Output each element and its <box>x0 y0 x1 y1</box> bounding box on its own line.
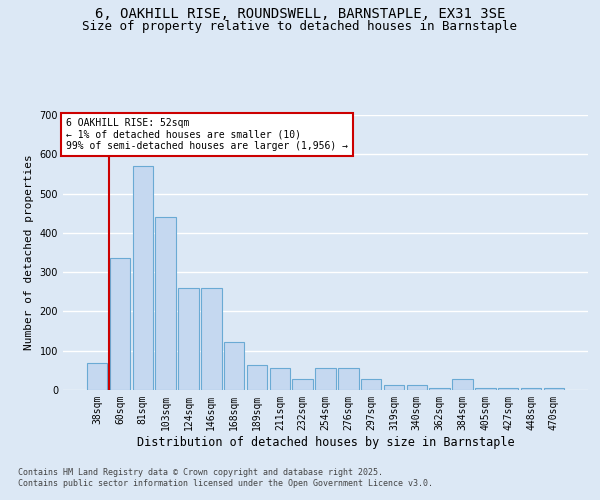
Bar <box>224 342 244 390</box>
Bar <box>133 166 153 390</box>
Y-axis label: Number of detached properties: Number of detached properties <box>24 154 34 350</box>
Text: Size of property relative to detached houses in Barnstaple: Size of property relative to detached ho… <box>83 20 517 33</box>
Bar <box>178 288 199 390</box>
Bar <box>269 368 290 390</box>
Bar <box>155 217 176 390</box>
Bar <box>430 388 450 390</box>
Bar <box>292 379 313 390</box>
Bar <box>201 288 221 390</box>
Bar <box>338 368 359 390</box>
Bar <box>407 384 427 390</box>
Text: Contains HM Land Registry data © Crown copyright and database right 2025.
Contai: Contains HM Land Registry data © Crown c… <box>18 468 433 487</box>
Bar <box>475 388 496 390</box>
Bar <box>87 362 107 390</box>
Text: 6 OAKHILL RISE: 52sqm
← 1% of detached houses are smaller (10)
99% of semi-detac: 6 OAKHILL RISE: 52sqm ← 1% of detached h… <box>66 118 348 151</box>
Bar <box>361 379 382 390</box>
Bar <box>544 388 564 390</box>
Bar <box>384 384 404 390</box>
Bar <box>315 368 336 390</box>
Bar <box>110 258 130 390</box>
Bar <box>498 388 518 390</box>
Bar <box>521 388 541 390</box>
X-axis label: Distribution of detached houses by size in Barnstaple: Distribution of detached houses by size … <box>137 436 514 448</box>
Bar <box>247 365 267 390</box>
Text: 6, OAKHILL RISE, ROUNDSWELL, BARNSTAPLE, EX31 3SE: 6, OAKHILL RISE, ROUNDSWELL, BARNSTAPLE,… <box>95 8 505 22</box>
Bar <box>452 379 473 390</box>
